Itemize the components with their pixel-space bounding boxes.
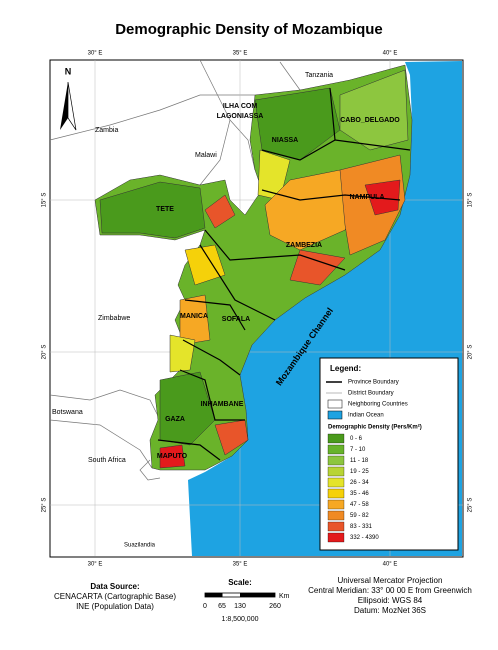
scale-unit: Km (279, 593, 290, 600)
province-label: CABO_DELGADO (340, 117, 400, 124)
legend-swatch (327, 521, 345, 532)
legend-symbol (327, 399, 343, 409)
lon-label: 40° E (383, 51, 398, 57)
mozambique (94, 64, 413, 471)
north-label: N (65, 66, 72, 76)
legend-swatch (327, 488, 345, 499)
province-label: SOFALA (222, 316, 250, 323)
legend-label: Neighboring Countries (348, 402, 408, 408)
legend-symbol (327, 410, 343, 420)
legend-class-label: 19 - 25 (350, 469, 369, 475)
lon-label: 40° E (383, 562, 398, 568)
province-label: LAGONIASSA (217, 113, 264, 120)
scale-bar (240, 593, 275, 597)
legend-class-label: 0 - 6 (350, 436, 363, 442)
legend-label: Indian Ocean (348, 413, 384, 419)
legend-swatch (327, 477, 345, 488)
country-borders (49, 59, 301, 481)
country-label: Tanzania (305, 72, 333, 79)
source-line: CENACARTA (Cartographic Base) (54, 592, 176, 601)
legend-title: Legend: (330, 364, 361, 373)
lon-label: 35° E (233, 51, 248, 57)
projection-line: Datum: MozNet 36S (354, 606, 426, 615)
country-labels: Tanzania Zambia Malawi Zimbabwe Botswana… (52, 72, 333, 549)
province-label: ILHA COM (223, 103, 258, 110)
legend: Legend: Province Boundary District Bound… (319, 357, 459, 551)
legend-class-label: 35 - 46 (350, 491, 369, 497)
province-boundaries (157, 87, 411, 461)
province-label: MAPUTO (157, 453, 188, 460)
country-label: Zambia (95, 127, 118, 134)
legend-swatch (327, 532, 345, 543)
legend-label: Province Boundary (348, 380, 399, 386)
lat-label: 15° S (42, 193, 48, 208)
province-label: MANICA (180, 313, 208, 320)
legend-swatch (327, 444, 345, 455)
legend-class-label: 47 - 58 (350, 502, 369, 508)
lon-label: 30° E (88, 51, 103, 57)
country-label: Malawi (195, 152, 217, 159)
scale-tick: 65 (218, 603, 226, 610)
legend-class-label: 11 - 18 (350, 458, 369, 464)
legend-swatch (327, 510, 345, 521)
lon-label: 35° E (233, 562, 248, 568)
legend-subtitle: Demographic Density (Pers/Km²) (328, 424, 422, 431)
province-label: INHAMBANE (201, 401, 244, 408)
lon-label: 30° E (88, 562, 103, 568)
scale-title: Scale: (228, 578, 252, 587)
country-label: Suazilandia (124, 543, 156, 549)
legend-class-label: 332 - 4390 (350, 535, 379, 541)
projection-line: Ellipsoid: WGS 84 (358, 596, 423, 605)
province-label: GAZA (165, 416, 185, 423)
province-labels: ILHA COM LAGONIASSA NIASSA CABO_DELGADO … (156, 103, 400, 460)
lat-label: 25° S (42, 498, 48, 513)
lat-label: 20° S (468, 345, 474, 360)
projection-line: Central Meridian: 33° 00 00 E from Green… (308, 586, 472, 595)
projection-line: Universal Mercator Projection (338, 576, 443, 585)
legend-swatch (327, 455, 345, 466)
north-arrow: N (60, 66, 77, 131)
scale-ratio: 1:8,500,000 (222, 616, 259, 623)
legend-class-label: 83 - 331 (350, 524, 373, 530)
province-label: NAMPULA (350, 194, 385, 201)
lat-label: 25° S (468, 498, 474, 513)
province-label: NIASSA (272, 137, 298, 144)
graticule-labels: 30° E 35° E 40° E 30° E 35° E 40° E 15° … (42, 51, 474, 568)
scale-tick: 130 (234, 603, 246, 610)
legend-class-label: 7 - 10 (350, 447, 366, 453)
country-label: Botswana (52, 409, 83, 416)
lat-label: 15° S (468, 193, 474, 208)
scale-bar (205, 593, 223, 597)
country-label: Zimbabwe (98, 315, 130, 322)
legend-class-label: 59 - 82 (350, 513, 369, 519)
province-label: TETE (156, 206, 174, 213)
legend-swatch (327, 499, 345, 510)
source-line: INE (Population Data) (76, 602, 154, 611)
legend-swatch (327, 466, 345, 477)
country-label: South Africa (88, 457, 126, 464)
footer: Data Source: CENACARTA (Cartographic Bas… (54, 576, 472, 623)
legend-swatch (327, 433, 345, 444)
title: Demographic Density of Mozambique (115, 21, 383, 38)
scale-tick: 260 (269, 603, 281, 610)
source-title: Data Source: (90, 582, 139, 591)
province-label: ZAMBEZIA (286, 242, 322, 249)
legend-label: District Boundary (348, 391, 394, 397)
scale-tick: 0 (203, 603, 207, 610)
legend-class-label: 26 - 34 (350, 480, 369, 486)
lat-label: 20° S (42, 345, 48, 360)
